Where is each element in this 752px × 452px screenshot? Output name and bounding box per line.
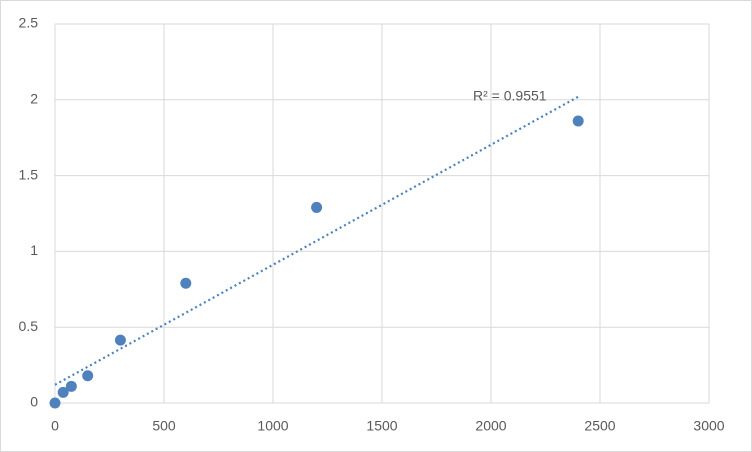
annotation: R² = 0.9551 <box>473 88 547 104</box>
data-point <box>82 370 94 382</box>
x-tick-label: 1000 <box>257 418 288 434</box>
y-tick-label: 0 <box>30 394 38 410</box>
x-tick-label: 0 <box>51 418 59 434</box>
x-tick-label: 3000 <box>693 418 724 434</box>
y-tick-label: 1 <box>30 242 38 258</box>
x-tick-label: 500 <box>152 418 176 434</box>
x-tick-label: 1500 <box>366 418 397 434</box>
y-tick-label: 2 <box>30 91 38 107</box>
data-point <box>311 201 323 213</box>
y-tick-label: 2.5 <box>19 15 39 31</box>
x-tick-label: 2500 <box>584 418 615 434</box>
data-point <box>49 397 61 409</box>
data-point <box>572 115 584 127</box>
y-tick-label: 1.5 <box>19 166 39 182</box>
data-point <box>57 386 69 398</box>
data-point <box>114 334 126 346</box>
y-tick-label: 0.5 <box>19 318 39 334</box>
data-point <box>180 277 192 289</box>
x-tick-label: 2000 <box>475 418 506 434</box>
data-point <box>65 380 77 392</box>
